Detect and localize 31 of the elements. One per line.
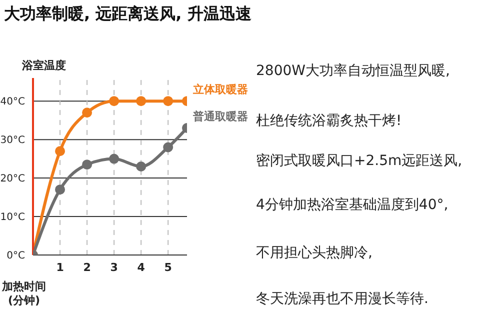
point <box>136 162 146 172</box>
text: 杜绝传统浴霸炙热干烤! <box>256 112 402 130</box>
text: 冬天洗澡再也不用漫长等待. <box>256 290 428 308</box>
text: 4分钟加热浴室基础温度到40°, <box>256 196 448 214</box>
y-tick-label: 40°C <box>0 96 26 108</box>
point <box>55 184 66 195</box>
x-tick-label: 5 <box>164 260 172 274</box>
series-label: 立体取暖器 <box>192 83 248 96</box>
point <box>55 146 66 156</box>
point <box>136 96 146 106</box>
x-tick-label: 3 <box>110 260 118 274</box>
text: 密闭式取暖风口+2.5m远距送风, <box>256 152 462 170</box>
y-tick-label: 20°C <box>0 174 26 185</box>
x-tick-label: 2 <box>83 260 91 274</box>
x-tick-label: 4 <box>137 260 146 274</box>
x-axis-title: 加热时间 (分钟) <box>2 280 46 308</box>
point <box>163 96 174 106</box>
text: 不用担心头热脚冷, <box>256 244 372 262</box>
point <box>163 142 174 152</box>
y-tick-label: 0°C <box>6 250 26 262</box>
point <box>82 160 92 170</box>
chart-title: 大功率制暖, 远距离送风, 升温迅速 <box>4 4 252 25</box>
y-tick-label: 10°C <box>0 212 26 224</box>
series-label: 普通取暖器 <box>192 110 248 124</box>
x-tick-label: 1 <box>56 260 64 274</box>
point <box>109 154 120 164</box>
point <box>109 96 120 106</box>
y-axis-title: 浴室温度 <box>22 58 66 73</box>
y-tick-label: 30°C <box>0 135 26 146</box>
point <box>82 108 92 118</box>
text: 2800W大功率自动恒温型风暖, <box>256 62 450 80</box>
